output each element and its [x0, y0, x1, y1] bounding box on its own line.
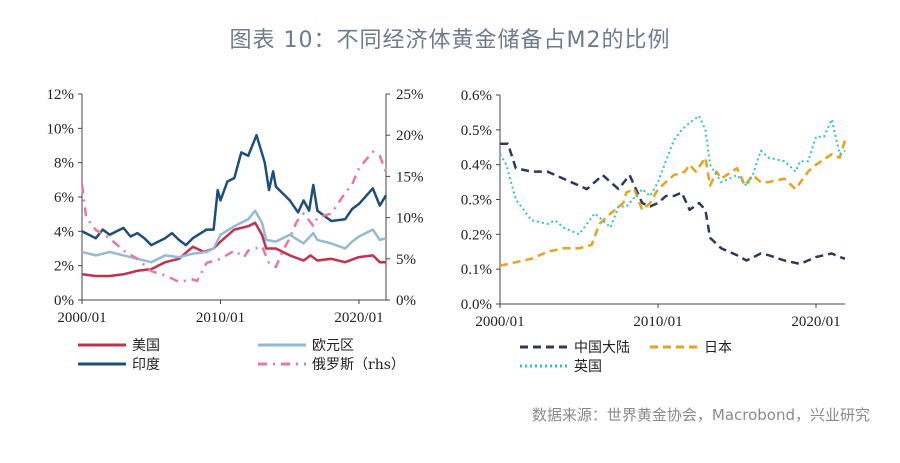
series-line-2: [499, 139, 847, 267]
x-tick-label: 2000/01: [57, 310, 106, 326]
legend-label: 美国: [132, 338, 160, 354]
y-tick-label: 0.3%: [461, 193, 492, 209]
y-tick-label: 0%: [54, 293, 74, 309]
chart-2: 0.0% 0.1% 0.2% 0.3% 0.4% 0.5% 0.6% 2000/01 2010/…: [461, 88, 847, 375]
legend-label: 英国: [574, 358, 602, 375]
y-tick-label: 0.2%: [461, 227, 492, 243]
series-line-4: [80, 150, 388, 284]
y-tick-label: 12%: [47, 87, 75, 103]
y2-tick-label: 15%: [396, 169, 424, 185]
y-tick-label: 6%: [54, 190, 74, 206]
y-tick-label: 2%: [54, 259, 74, 275]
y2-tick-label: 10%: [396, 211, 424, 227]
x-tick-label: 2010/01: [633, 314, 682, 330]
y-tick-label: 0.6%: [461, 88, 492, 104]
legend-label: 俄罗斯（rhs）: [312, 357, 405, 373]
legend-label: 中国大陆: [574, 340, 630, 356]
x-tick-label: 2010/01: [196, 310, 245, 326]
legend-label: 印度: [132, 357, 160, 373]
x-tick-label: 2020/01: [334, 310, 383, 326]
chart-title: 图表 10：不同经济体黄金储备占M2的比例: [229, 28, 671, 53]
y-tick-label: 0.4%: [461, 158, 492, 174]
x-tick-label: 2020/01: [791, 314, 840, 330]
y2-tick-label: 0%: [396, 293, 416, 309]
series-line-1: [81, 221, 386, 278]
series-line-2: [81, 209, 387, 264]
y-tick-label: 0.0%: [461, 297, 492, 313]
y2-tick-label: 20%: [396, 128, 424, 144]
y-tick-label: 0.1%: [461, 262, 492, 278]
y2-tick-label: 25%: [396, 87, 424, 103]
y-tick-label: 0.5%: [461, 123, 492, 139]
chart-1: 0% 2% 4% 6% 8% 10% 12% 0% 5% 10% 15% 20% 25% 2000/01 2…: [47, 87, 424, 373]
y2-tick-label: 5%: [396, 252, 416, 268]
legend-label: 欧元区: [312, 338, 354, 354]
y-tick-label: 8%: [54, 156, 74, 172]
y-tick-label: 4%: [54, 224, 74, 240]
series-line-1: [500, 142, 846, 266]
legend-label: 日本: [704, 340, 732, 356]
source-note: 数据来源：世界黄金协会，Macrobond，兴业研究: [531, 406, 870, 424]
x-tick-label: 2000/01: [475, 314, 524, 330]
y-tick-label: 10%: [47, 121, 75, 137]
